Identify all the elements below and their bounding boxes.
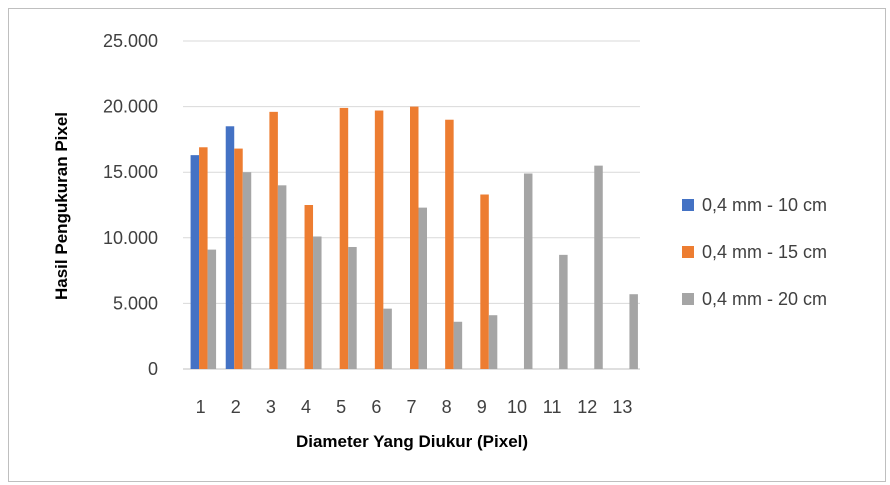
bar <box>523 173 533 369</box>
bar <box>374 110 384 369</box>
bar <box>304 205 314 369</box>
bar <box>225 126 235 369</box>
x-tick-label: 7 <box>406 397 416 417</box>
x-tick-label: 13 <box>612 397 632 417</box>
bar <box>348 246 357 369</box>
bar <box>313 236 322 369</box>
bar <box>629 294 638 369</box>
bar <box>445 119 454 369</box>
bar <box>480 194 489 369</box>
bar <box>594 165 603 369</box>
bar <box>277 185 287 369</box>
legend-label: 0,4 mm - 15 cm <box>702 242 827 262</box>
bar <box>242 172 252 369</box>
y-tick-label: 0 <box>148 359 158 379</box>
y-tick-label: 15.000 <box>103 162 158 182</box>
x-tick-label: 10 <box>507 397 527 417</box>
bar <box>269 111 278 370</box>
bar <box>559 254 568 369</box>
bars <box>190 106 638 370</box>
legend-label: 0,4 mm - 10 cm <box>702 195 827 215</box>
legend-swatch <box>682 246 694 258</box>
y-tick-label: 20.000 <box>103 97 158 117</box>
x-tick-label: 3 <box>266 397 276 417</box>
bar <box>207 249 217 369</box>
y-tick-label: 10.000 <box>103 228 158 248</box>
x-axis-ticks: 1 2 3 4 5 6 7 8 9 10 11 12 13 <box>196 397 633 417</box>
legend-swatch <box>682 293 694 305</box>
x-tick-label: 9 <box>477 397 487 417</box>
x-tick-label: 2 <box>231 397 241 417</box>
legend-swatch <box>682 199 694 211</box>
legend: 0,4 mm - 10 cm 0,4 mm - 15 cm 0,4 mm - 20 … <box>682 195 827 309</box>
y-tick-label: 25.000 <box>103 31 158 51</box>
x-tick-label: 1 <box>196 397 206 417</box>
x-tick-label: 5 <box>336 397 346 417</box>
y-axis-ticks: 0 5.000 10.000 15.000 20.000 25.000 <box>103 31 158 379</box>
x-tick-label: 12 <box>577 397 597 417</box>
bar <box>410 106 419 369</box>
x-axis-title: Diameter Yang Diukur (Pixel) <box>296 432 528 451</box>
x-tick-label: 11 <box>543 397 562 417</box>
bar <box>418 207 427 369</box>
bar <box>488 315 498 369</box>
bar <box>383 308 392 369</box>
bar <box>190 155 200 369</box>
x-tick-label: 6 <box>371 397 381 417</box>
x-tick-label: 8 <box>442 397 452 417</box>
y-tick-label: 5.000 <box>113 293 158 313</box>
bar <box>339 107 349 370</box>
legend-label: 0,4 mm - 20 cm <box>702 289 827 309</box>
y-axis-title: Hasil Pengukuran Pixel <box>52 112 71 300</box>
bar <box>199 147 208 369</box>
bar <box>234 148 243 369</box>
bar <box>453 321 463 369</box>
x-tick-label: 4 <box>301 397 311 417</box>
